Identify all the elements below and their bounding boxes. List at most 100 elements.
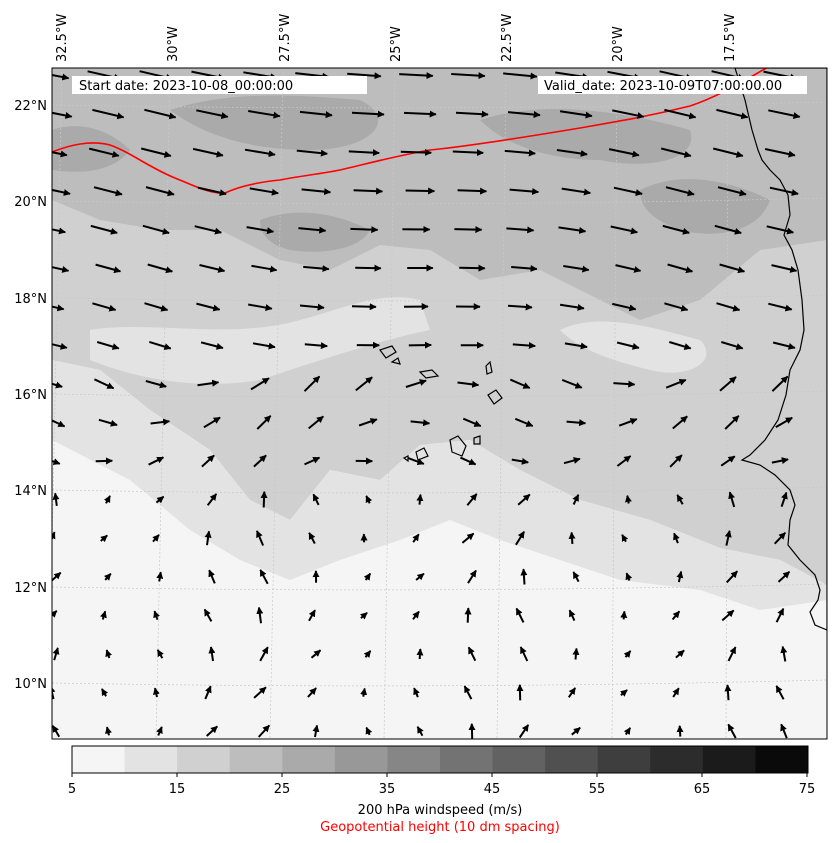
wind-vector-arrow (676, 494, 684, 505)
wind-vector-arrow (360, 611, 368, 620)
wind-vector-arrow (399, 72, 434, 80)
wind-vector-arrow (457, 187, 488, 195)
wind-vector-arrow (52, 531, 56, 541)
wind-vector-arrow (775, 685, 785, 700)
wind-vector-arrow (140, 147, 172, 158)
wind-vector-arrow (248, 303, 273, 312)
wind-vector-arrow (52, 266, 70, 273)
valid-date-label: Valid_date: 2023-10-09T07:00:00.00 (544, 79, 782, 94)
wind-vector-arrow (712, 147, 744, 158)
wind-vector-arrow (556, 149, 588, 157)
wind-vector-arrow (197, 379, 220, 387)
wind-vector-arrow (571, 726, 581, 736)
lon-label-20w: 20°W (611, 26, 626, 62)
wind-vector-arrow (194, 225, 222, 235)
wind-vector-arrow (467, 646, 477, 662)
wind-vector-arrow (308, 415, 324, 430)
wind-vector-arrow (355, 264, 382, 272)
wind-vector-arrow (610, 225, 638, 235)
colorbar-tick-5: 5 (68, 782, 76, 797)
colorbar-tick-45: 45 (484, 782, 501, 797)
wind-vector-arrow (348, 149, 380, 157)
wind-vector-arrow (514, 417, 534, 427)
wind-vector-arrow (244, 148, 276, 158)
wind-vector-arrow (52, 150, 68, 158)
wind-vector-arrow (144, 302, 169, 312)
wind-vector-arrow (355, 376, 373, 392)
wind-vector-arrow (253, 686, 267, 699)
wind-vector-arrow (559, 110, 593, 119)
wind-vector-arrow (196, 109, 229, 120)
lat-label-16n: 16°N (14, 388, 47, 403)
wind-vector-arrow (52, 73, 70, 81)
wind-vector-arrow (615, 264, 642, 273)
latitude-labels: 22°N 20°N 18°N 16°N 14°N 12°N 10°N (14, 99, 47, 692)
wind-vector-arrow (463, 685, 473, 700)
wind-vector-arrow (92, 302, 117, 312)
lat-label-12n: 12°N (14, 581, 47, 596)
colorbar-segment (650, 746, 704, 773)
wind-vector-arrow (664, 108, 697, 120)
wind-vector-arrow (256, 415, 272, 430)
colorbar (71, 746, 809, 777)
start-date-box (72, 76, 367, 94)
wind-vector-arrow (248, 110, 281, 119)
wind-vector-arrow (567, 687, 577, 698)
wind-vector-arrow (509, 378, 531, 389)
contour-legend-label: Geopotential height (10 dm spacing) (320, 820, 560, 835)
wind-vector-arrow (613, 380, 636, 388)
wind-vector-arrow (572, 494, 580, 505)
africa-coastline (734, 68, 827, 631)
wind-vector-arrow (671, 610, 681, 621)
wind-vector-arrow (769, 186, 799, 196)
valid-date-box (538, 76, 807, 94)
wind-vector-arrow (457, 380, 480, 388)
colorbar-ticks: 5 15 25 35 45 55 65 75 (68, 782, 815, 797)
wind-vector-arrow (156, 571, 164, 582)
colorbar-frame (71, 745, 809, 774)
wind-vector-arrow (95, 263, 122, 274)
wind-vector-arrow (148, 456, 165, 466)
colorbar-tick-75: 75 (799, 782, 816, 797)
graticule (52, 68, 827, 739)
wind-vector-arrow (96, 341, 120, 350)
wind-vector-arrow (624, 495, 632, 504)
wind-vector-arrow (675, 649, 685, 659)
wind-vector-arrow (203, 608, 213, 622)
wind-vector-arrow (771, 264, 798, 273)
wind-vector-arrow (204, 685, 212, 700)
wind-vector-arrow (156, 649, 164, 659)
wind-vector-arrow (511, 457, 529, 465)
wind-vector-arrow (52, 458, 61, 465)
wind-vector-arrow (662, 224, 690, 235)
wind-vector-arrow (363, 572, 372, 581)
wind-vector-arrow (719, 263, 746, 274)
wind-vector-arrow (563, 457, 581, 465)
wind-vector-arrow (52, 188, 71, 196)
wind-vector-arrow (455, 110, 489, 118)
wind-vector-arrow (351, 110, 385, 118)
colorbar-segment (545, 746, 599, 773)
wind-vector-arrow (462, 417, 482, 428)
wind-vector-arrow (150, 418, 171, 426)
wind-vector-arrow (719, 376, 737, 392)
wind-vector-arrow (768, 109, 801, 120)
colorbar-label: 200 hPa windspeed (m/s) (358, 803, 523, 818)
wind-vector-arrow (405, 379, 427, 388)
wind-vector-arrow (360, 687, 368, 697)
wind-vector-arrow (312, 724, 320, 738)
wind-vector-arrow (246, 226, 275, 235)
lat-label-22n: 22°N (14, 99, 47, 114)
wind-vector-arrow (296, 149, 328, 157)
wind-vector-arrow (93, 186, 123, 197)
wind-vector-arrow (519, 646, 529, 662)
wind-vector-arrow (572, 647, 580, 660)
wind-vector-arrow (310, 649, 322, 659)
colorbar-tick-55: 55 (589, 782, 606, 797)
lat-label-10n: 10°N (14, 677, 47, 692)
wind-vector-arrow (515, 607, 525, 623)
colorbar-segment (492, 746, 546, 773)
wind-vector-arrow (454, 226, 483, 234)
wind-vector-arrow (203, 416, 221, 429)
wind-vector-arrow (152, 534, 160, 543)
